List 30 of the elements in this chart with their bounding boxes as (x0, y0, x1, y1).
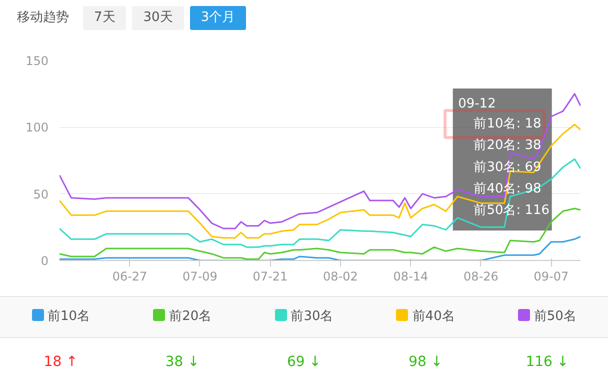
y-tick-label: 0 (40, 254, 49, 268)
x-tick-label: 08-26 (464, 270, 498, 284)
legend-label: 前30名 (290, 308, 334, 326)
text: 116 ↓ (524, 353, 570, 372)
y-tick-label: 150 (26, 54, 48, 68)
x-tick-label: 08-14 (393, 270, 428, 284)
text: 7天 (83, 6, 126, 30)
x-tick-label: 09-07 (534, 270, 569, 284)
text: 98 ↓ (408, 353, 444, 372)
x-tick-label: 08-02 (323, 270, 358, 284)
x-tick-label: 07-09 (182, 270, 218, 284)
text: 18 ↑ (42, 353, 79, 372)
annotation: 前20名: 38 (474, 138, 542, 154)
legend-label: 前40名 (411, 308, 456, 326)
y-tick-label: 50 (33, 187, 49, 202)
x-tick-label: 07-21 (252, 270, 288, 284)
chart-title: 移动趋势 (17, 8, 69, 27)
legend-label: 前10名 (46, 308, 92, 326)
line-series (60, 93, 580, 230)
text: 3个月 (190, 6, 246, 30)
x-tick-label: 06-27 (112, 270, 148, 284)
y-tick-label: 100 (26, 120, 48, 135)
line-series (60, 158, 580, 248)
text: 69 ↓ (286, 353, 322, 372)
text: 30天 (132, 6, 184, 30)
annotation: 09-12 (458, 96, 496, 112)
text: 38 ↓ (164, 353, 200, 372)
annotation: 前10名: 18 (474, 116, 542, 132)
legend-label: 前20名 (168, 308, 213, 326)
legend-label: 前50名 (532, 308, 578, 326)
